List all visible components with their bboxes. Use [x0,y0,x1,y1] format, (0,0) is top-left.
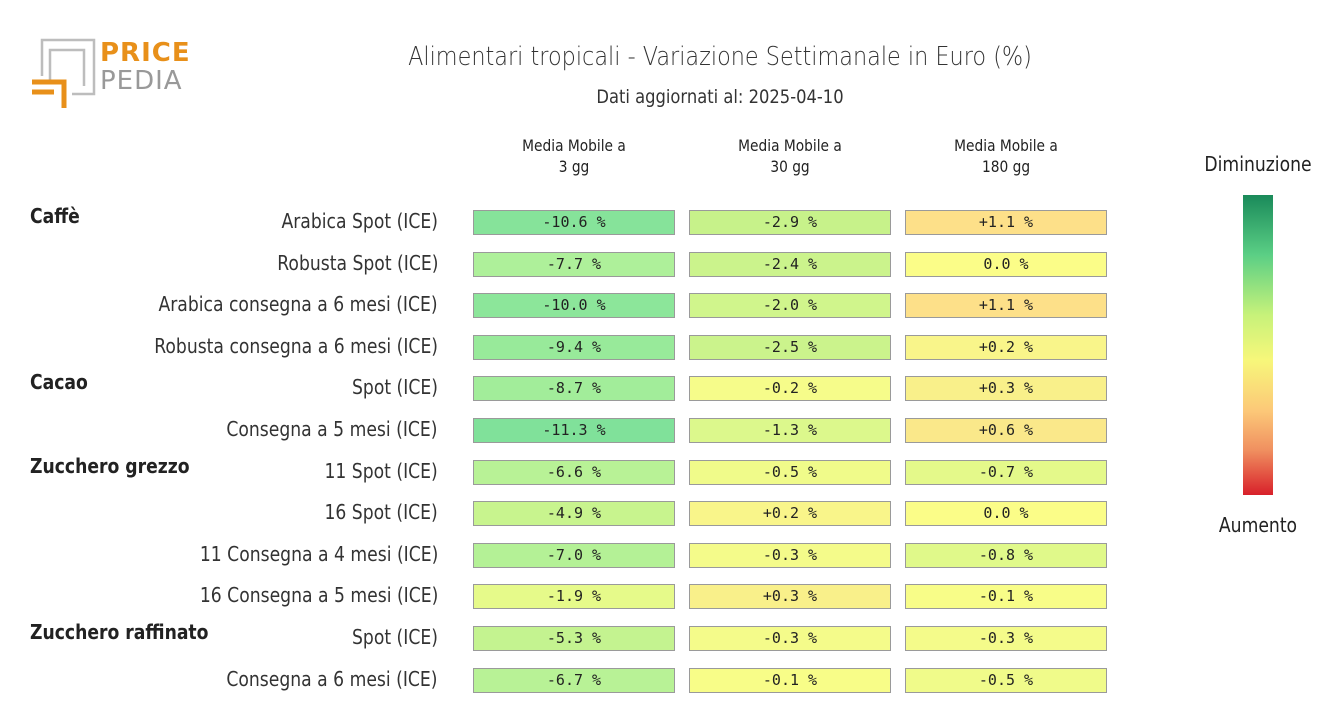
row-label: Spot (ICE) [352,625,438,649]
value-cell: -0.5 % [905,667,1107,693]
color-scale-bar [1243,195,1273,495]
value-cell: +0.3 % [905,376,1107,402]
group-label: Zucchero grezzo [30,453,190,478]
row-label: 16 Consegna a 5 mesi (ICE) [199,583,438,608]
value-cell: -2.4 % [689,251,891,277]
value-cell: -0.1 % [689,667,891,693]
value-cell: -10.0 % [473,293,675,319]
row-label: Consegna a 6 mesi (ICE) [226,666,438,691]
row-label: 11 Spot (ICE) [324,458,438,483]
group-label: Cacao [30,370,88,395]
value-cell: -0.8 % [905,542,1107,568]
value-cell: +0.2 % [905,334,1107,360]
value-cell: -1.9 % [473,584,675,610]
value-cell: -0.1 % [905,584,1107,610]
value-cell: +0.6 % [905,418,1107,443]
logo-mark-icon [32,38,96,108]
value-cell: -2.0 % [689,293,891,319]
value-cell: -1.3 % [689,418,891,443]
group-label: Caffè [30,204,80,228]
value-cell: +1.1 % [905,210,1107,235]
value-cell: 0.0 % [905,501,1107,527]
value-cell: -7.7 % [473,251,675,277]
value-cell: -2.9 % [689,210,891,235]
value-cell: -0.3 % [689,542,891,568]
value-cell: -9.4 % [473,334,675,360]
row-label: Robusta Spot (ICE) [276,250,438,275]
value-cell: -8.7 % [473,376,675,402]
legend-top-label: Diminuzione [1204,152,1312,176]
row-label: 16 Spot (ICE) [324,500,438,525]
value-cell: -4.9 % [473,501,675,527]
row-label: Spot (ICE) [352,375,438,400]
value-cell: +0.3 % [689,584,891,610]
value-cell: -0.3 % [689,626,891,651]
column-header: Media Mobile a 180 gg [954,136,1058,176]
row-label: Consegna a 5 mesi (ICE) [226,417,438,441]
value-cell: -6.6 % [473,459,675,485]
value-cell: -10.6 % [473,210,675,235]
column-header: Media Mobile a 30 gg [738,136,842,176]
chart-subtitle: Dati aggiornati al: 2025-04-10 [596,86,844,108]
row-label: Arabica consegna a 6 mesi (ICE) [158,292,438,317]
pricepedia-logo: PRICE PEDIA [28,36,191,110]
value-cell: -0.7 % [905,459,1107,485]
value-cell: -2.5 % [689,334,891,360]
legend-bottom-label: Aumento [1218,513,1298,537]
value-cell: -6.7 % [473,667,675,693]
value-cell: -0.3 % [905,626,1107,651]
value-cell: -0.5 % [689,459,891,485]
row-label: Arabica Spot (ICE) [281,209,438,233]
value-cell: +1.1 % [905,293,1107,319]
logo-text-price: PRICE [100,38,191,68]
value-cell: -7.0 % [473,542,675,568]
column-header: Media Mobile a 3 gg [522,136,626,176]
group-label: Zucchero raffinato [30,620,209,644]
row-label: 11 Consegna a 4 mesi (ICE) [199,541,438,566]
value-cell: +0.2 % [689,501,891,527]
logo-text-pedia: PEDIA [100,66,183,96]
value-cell: -5.3 % [473,626,675,651]
chart-title: Alimentari tropicali - Variazione Settim… [408,42,1032,72]
value-cell: -11.3 % [473,418,675,443]
value-cell: -0.2 % [689,376,891,402]
row-label: Robusta consegna a 6 mesi (ICE) [154,333,438,358]
value-cell: 0.0 % [905,251,1107,277]
